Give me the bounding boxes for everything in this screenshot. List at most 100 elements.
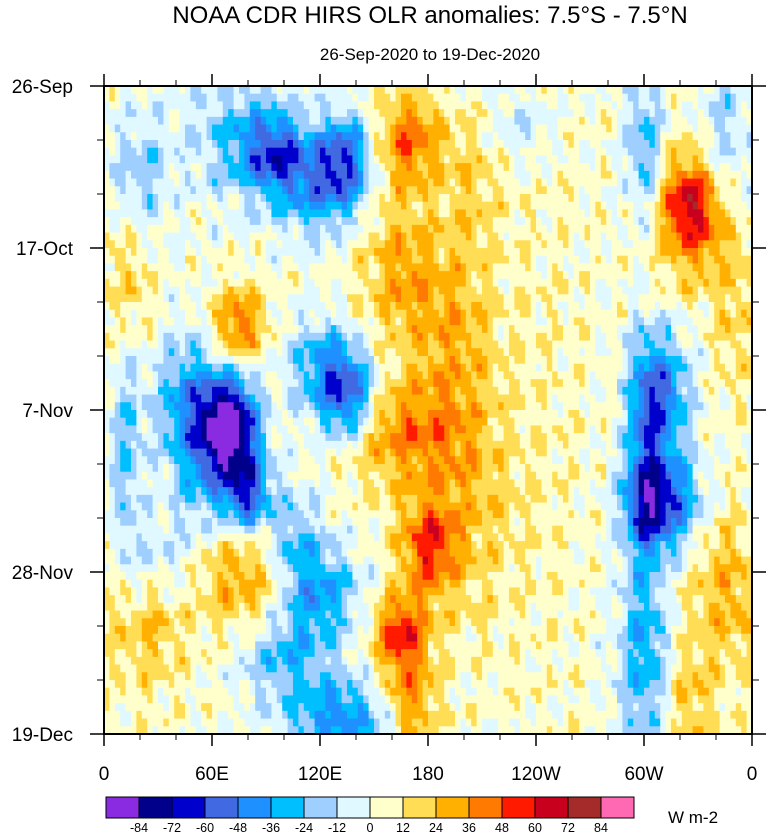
olr-cell	[249, 394, 256, 403]
olr-cell	[741, 132, 748, 141]
olr-cell	[600, 309, 607, 319]
olr-cell	[530, 309, 537, 319]
olr-cell	[633, 155, 640, 164]
olr-cell	[147, 348, 154, 357]
olr-cell	[433, 147, 440, 157]
olr-cell	[476, 325, 483, 334]
olr-cell	[287, 109, 294, 118]
olr-cell	[158, 224, 164, 234]
olr-cell	[411, 302, 418, 311]
olr-cell	[514, 116, 521, 126]
olr-cell	[320, 363, 326, 373]
olr-cell	[622, 86, 629, 95]
olr-cell	[465, 155, 472, 164]
olr-cell	[671, 271, 677, 280]
olr-cell	[719, 124, 726, 133]
olr-cell	[509, 332, 515, 342]
olr-cell	[714, 124, 721, 133]
olr-cell	[390, 240, 397, 249]
olr-cell	[271, 124, 278, 133]
olr-cell	[482, 93, 488, 103]
olr-cell	[681, 116, 688, 126]
olr-cell	[509, 402, 515, 411]
olr-cell	[249, 348, 256, 357]
olr-cell	[433, 178, 440, 187]
olr-cell	[741, 371, 748, 380]
olr-cell	[660, 86, 667, 95]
olr-cell	[390, 263, 397, 272]
olr-cell	[719, 294, 726, 303]
olr-cell	[368, 224, 375, 234]
olr-cell	[212, 356, 218, 365]
olr-cell	[190, 348, 197, 357]
olr-cell	[552, 109, 559, 118]
olr-cell	[509, 201, 515, 211]
olr-cell	[185, 278, 191, 288]
olr-cell	[374, 248, 380, 257]
olr-cell	[411, 278, 418, 288]
olr-cell	[428, 294, 434, 303]
olr-cell	[244, 278, 251, 288]
olr-cell	[590, 379, 596, 388]
olr-cell	[114, 101, 121, 110]
olr-cell	[131, 332, 137, 342]
olr-cell	[460, 147, 467, 157]
olr-cell	[233, 116, 240, 126]
olr-cell	[660, 132, 667, 141]
olr-cell	[266, 224, 272, 234]
olr-cell	[471, 201, 478, 211]
olr-cell	[654, 240, 661, 249]
olr-cell	[487, 309, 494, 319]
olr-cell	[676, 186, 683, 195]
olr-cell	[536, 394, 542, 403]
olr-cell	[244, 240, 251, 249]
olr-cell	[309, 402, 316, 411]
olr-cell	[703, 163, 710, 172]
olr-cell	[460, 248, 467, 257]
olr-cell	[406, 348, 413, 357]
olr-cell	[681, 363, 688, 373]
olr-cell	[600, 325, 607, 334]
olr-cell	[509, 348, 515, 357]
olr-cell	[249, 386, 256, 396]
olr-cell	[455, 178, 461, 187]
olr-cell	[579, 363, 586, 373]
olr-cell	[687, 278, 694, 288]
olr-cell	[509, 356, 515, 365]
olr-cell	[660, 93, 667, 103]
olr-cell	[368, 248, 375, 257]
olr-cell	[509, 124, 515, 133]
olr-cell	[552, 271, 559, 280]
olr-cell	[568, 240, 575, 249]
olr-cell	[611, 232, 618, 241]
olr-cell	[239, 394, 245, 403]
olr-cell	[201, 255, 208, 265]
olr-cell	[519, 356, 526, 365]
olr-cell	[320, 255, 326, 265]
olr-cell	[228, 232, 235, 241]
olr-cell	[465, 147, 472, 157]
olr-cell	[584, 248, 591, 257]
olr-cell	[482, 363, 488, 373]
olr-cell	[266, 263, 272, 272]
olr-cell	[384, 140, 391, 149]
olr-cell	[568, 294, 575, 303]
olr-cell	[309, 325, 316, 334]
olr-cell	[185, 201, 191, 211]
olr-cell	[492, 232, 499, 241]
olr-cell	[584, 332, 591, 342]
olr-cell	[336, 294, 343, 303]
olr-cell	[195, 332, 202, 342]
olr-cell	[136, 232, 143, 241]
olr-cell	[271, 248, 278, 257]
olr-cell	[449, 271, 456, 280]
olr-cell	[660, 116, 667, 126]
olr-cell	[325, 109, 332, 118]
olr-cell	[417, 248, 424, 257]
olr-cell	[406, 340, 413, 349]
olr-cell	[573, 124, 580, 133]
olr-cell	[411, 248, 418, 257]
olr-cell	[174, 394, 181, 403]
olr-cell	[487, 132, 494, 141]
olr-cell	[379, 209, 386, 218]
